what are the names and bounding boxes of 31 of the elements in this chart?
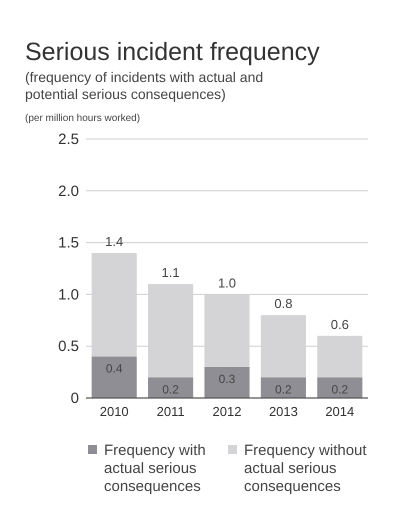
data-label: 0.2 — [275, 382, 292, 396]
y-tick-label: 0.5 — [58, 338, 79, 356]
y-tick-label: 2.0 — [58, 182, 79, 200]
legend-label: Frequency with actual serious consequences — [104, 442, 206, 495]
bar — [92, 356, 137, 398]
y-tick-label: 1.5 — [58, 234, 79, 252]
x-tick-label: 2010 — [100, 404, 129, 419]
chart-subtitle: (frequency of incidents with actual and potential serious consequences) — [25, 69, 264, 102]
total-label: 0.8 — [274, 296, 292, 312]
total-label: 0.6 — [330, 316, 349, 332]
total-label: 1.1 — [162, 265, 180, 280]
y-tick-label: 1.0 — [58, 286, 79, 304]
legend-label: Frequency without actual serious consequences — [244, 442, 368, 495]
y-tick-label: 2.5 — [58, 131, 79, 148]
bar — [148, 377, 194, 398]
bar — [260, 377, 306, 398]
total-label: 1.4 — [105, 234, 124, 249]
data-label: 0.2 — [331, 382, 348, 396]
x-tick-label: 2014 — [325, 404, 354, 419]
total-label: 1.0 — [218, 275, 236, 290]
x-tick-label: 2013 — [268, 404, 298, 419]
data-label: 0.2 — [162, 382, 180, 396]
data-label: 0.4 — [106, 362, 123, 376]
x-tick-label: 2011 — [156, 404, 185, 419]
data-label: 0.3 — [218, 372, 236, 386]
text: (per million hours worked) — [25, 113, 140, 124]
x-tick-label: 2012 — [212, 404, 242, 419]
bar — [317, 377, 362, 398]
chart-title: Serious incident frequency — [25, 38, 320, 66]
bar — [204, 366, 250, 398]
y-tick-label: 0 — [70, 390, 79, 407]
